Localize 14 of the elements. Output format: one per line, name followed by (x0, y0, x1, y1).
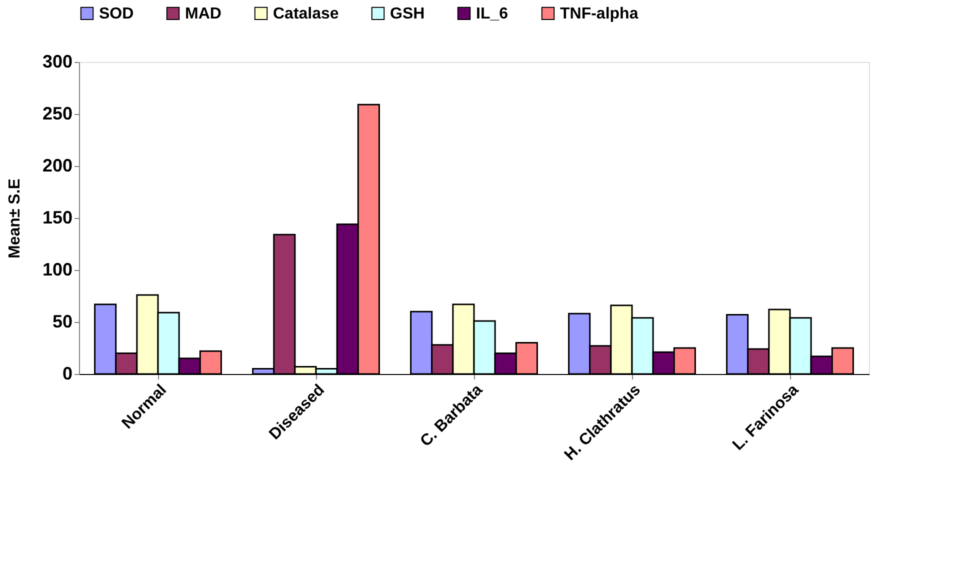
y-tick-label: 300 (42, 52, 72, 72)
legend-label: SOD (99, 5, 134, 22)
legend-label: IL_6 (476, 5, 508, 22)
legend-label: TNF-alpha (560, 5, 638, 22)
y-tick-label: 150 (42, 208, 72, 228)
legend-label: MAD (185, 5, 222, 22)
y-axis-title: Mean± S.E (6, 178, 24, 258)
legend-label: GSH (390, 5, 425, 22)
y-tick-label: 100 (42, 260, 72, 280)
y-tick-label: 250 (42, 104, 72, 124)
y-tick-label: 50 (52, 312, 72, 332)
legend-label: Catalase (273, 5, 339, 22)
y-tick-label: 0 (62, 364, 72, 384)
y-tick-label: 200 (42, 156, 72, 176)
